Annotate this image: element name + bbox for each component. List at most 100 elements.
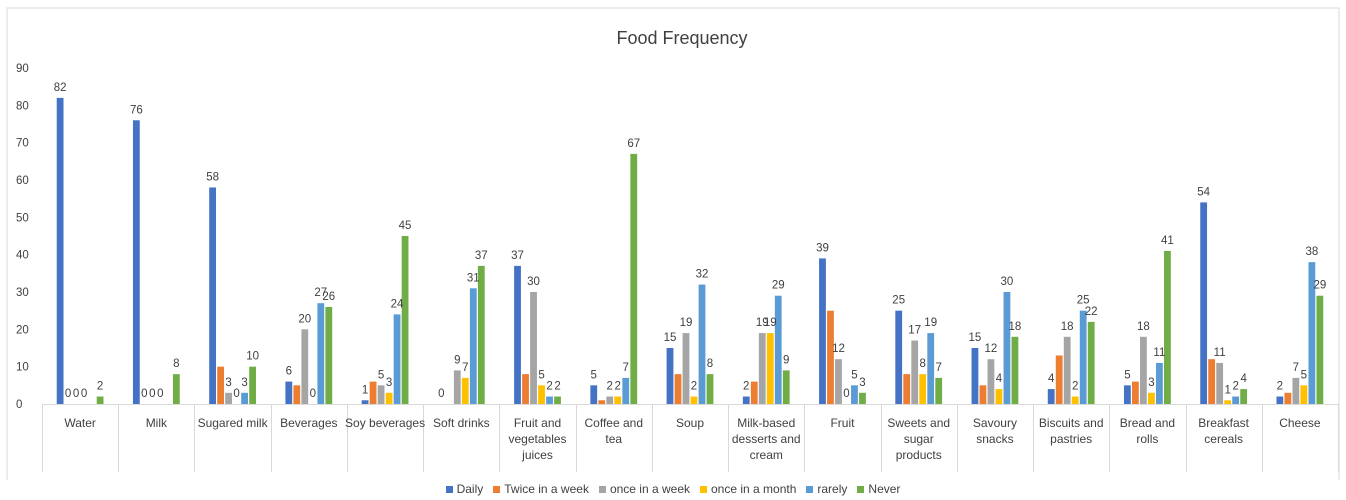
data-label: 10 — [246, 351, 259, 363]
bar — [241, 392, 248, 404]
bar — [859, 392, 866, 404]
data-label: 5 — [851, 369, 857, 381]
data-label: 0 — [157, 388, 163, 400]
bar — [1316, 295, 1324, 404]
data-label: 4 — [996, 373, 1003, 385]
legend-label: Never — [868, 482, 901, 496]
bar — [401, 236, 409, 404]
x-tick-label: Water — [64, 416, 96, 430]
bar — [1079, 310, 1087, 404]
data-label: 82 — [54, 82, 67, 94]
bar — [1224, 400, 1232, 404]
bar — [172, 374, 180, 404]
data-label: 11 — [1214, 347, 1226, 359]
data-label: 4 — [1240, 373, 1247, 385]
bar — [522, 374, 529, 404]
y-tick-label: 90 — [16, 63, 29, 75]
data-label: 18 — [1009, 321, 1022, 333]
bar — [614, 396, 622, 404]
data-label: 25 — [892, 295, 905, 307]
bar — [530, 292, 537, 404]
data-label: 32 — [696, 269, 709, 281]
data-label: 3 — [241, 377, 247, 389]
x-tick-label: Sugared milk — [198, 416, 269, 430]
bar — [469, 288, 477, 404]
bar — [301, 329, 309, 404]
bar — [774, 295, 782, 404]
data-label: 2 — [1232, 381, 1238, 393]
bar — [987, 359, 995, 404]
bar — [758, 333, 766, 404]
bar — [750, 381, 758, 404]
legend-item: once in a week — [598, 482, 690, 496]
legend-label: once in a week — [609, 482, 690, 496]
bar — [598, 400, 606, 404]
bar — [903, 374, 911, 404]
data-label: 6 — [286, 366, 292, 378]
data-label: 30 — [1001, 276, 1014, 288]
data-label: 2 — [615, 381, 621, 393]
x-tick-label: Coffee and tea — [585, 416, 644, 446]
data-label: 0 — [843, 388, 849, 400]
y-tick-label: 80 — [16, 100, 29, 112]
x-tick-label: Beverages — [280, 416, 337, 430]
y-tick-label: 0 — [16, 399, 22, 411]
bar — [361, 400, 369, 404]
bar — [1308, 262, 1316, 404]
data-label: 24 — [391, 298, 404, 310]
bar — [293, 385, 301, 404]
data-label: 27 — [314, 287, 327, 299]
data-label: 3 — [1148, 377, 1154, 389]
bar — [1276, 396, 1284, 404]
data-label: 31 — [467, 272, 480, 284]
data-label: 15 — [664, 332, 677, 344]
bar — [225, 392, 232, 404]
data-label: 8 — [707, 358, 713, 370]
data-label: 3 — [225, 377, 231, 389]
bar — [1087, 321, 1095, 404]
data-label: 19 — [764, 317, 777, 329]
data-label: 38 — [1305, 246, 1318, 258]
bar — [1300, 385, 1308, 404]
bar — [1047, 389, 1055, 404]
x-tick-label: Milk-based desserts and cream — [732, 416, 801, 462]
y-tick-label: 70 — [16, 138, 29, 150]
bar — [96, 396, 104, 404]
data-label: 5 — [538, 369, 544, 381]
data-label: 0 — [141, 388, 147, 400]
bar — [606, 396, 614, 404]
bars-group — [56, 97, 1324, 405]
bar — [554, 396, 561, 404]
bar — [835, 359, 842, 404]
bar — [630, 153, 638, 404]
bar — [1003, 292, 1011, 404]
chart-title: Food Frequency — [616, 28, 747, 48]
bar — [1292, 377, 1300, 404]
data-label: 7 — [936, 362, 942, 374]
x-tick-label: Soy beverages — [345, 416, 425, 430]
data-label: 1 — [362, 384, 368, 396]
legend-item: Never — [857, 482, 900, 496]
bar — [249, 366, 256, 404]
bar — [325, 306, 333, 404]
bar — [682, 333, 690, 404]
bar — [706, 374, 714, 404]
data-label: 67 — [627, 138, 640, 150]
legend-label: once in a month — [711, 482, 797, 496]
data-label: 12 — [832, 343, 845, 355]
bar — [666, 348, 674, 404]
data-label: 0 — [73, 388, 79, 400]
bar — [819, 258, 826, 404]
data-label: 0 — [438, 388, 444, 400]
bar — [1200, 202, 1208, 404]
bar — [285, 381, 293, 404]
data-label: 30 — [527, 276, 540, 288]
data-label: 29 — [772, 280, 785, 292]
data-label: 3 — [859, 377, 865, 389]
data-label: 11 — [1153, 347, 1165, 359]
data-label: 9 — [783, 354, 789, 366]
x-tick-label: Breakfast cereals — [1198, 416, 1249, 446]
data-label: 17 — [908, 325, 921, 337]
